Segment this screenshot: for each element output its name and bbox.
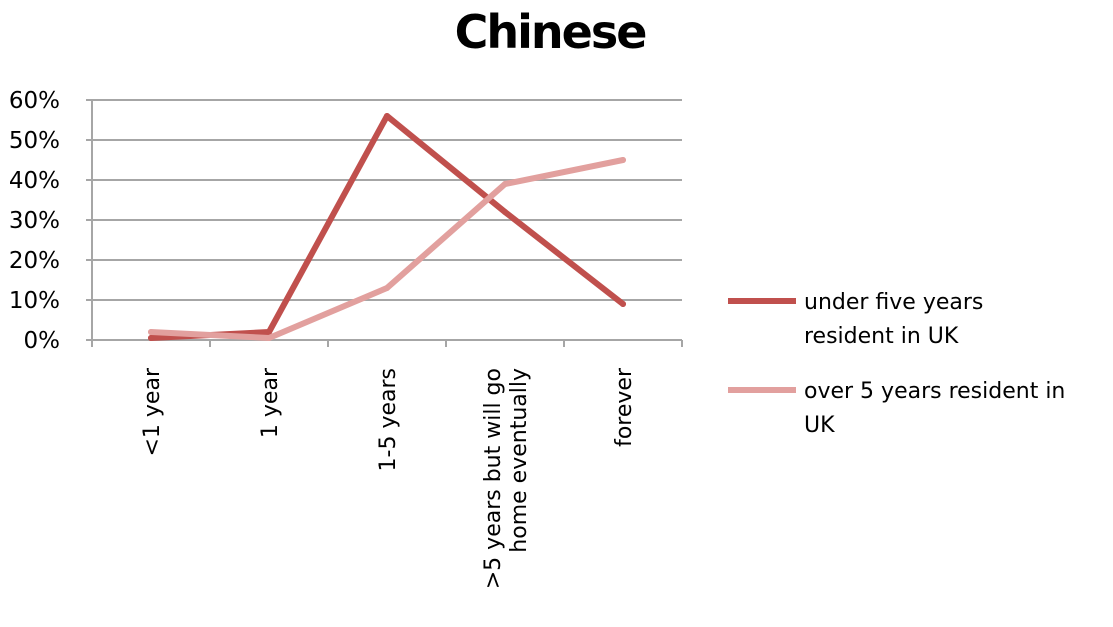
y-tick-label: 60% [9, 88, 60, 114]
series-1-point [266, 329, 272, 335]
series-lines [148, 113, 626, 341]
legend-label-2: over 5 years resident in [804, 379, 1065, 404]
legend-label-1: resident in UK [804, 324, 959, 349]
x-category-label: >5 years but will go [481, 368, 506, 589]
legend: under five years resident in UK over 5 yea… [728, 290, 1065, 438]
x-category-label: forever [612, 367, 637, 447]
series-line-1 [148, 113, 626, 341]
x-category-label: 1-5 years [376, 368, 401, 471]
legend-label-1: under five years [804, 290, 983, 315]
series-2-point [620, 157, 626, 163]
x-category-label: home eventually [507, 368, 532, 553]
gridlines [92, 99, 682, 301]
series-2-point [384, 285, 390, 291]
x-axis-category-labels: <1 year 1 year 1-5 years >5 years but will … [140, 367, 637, 589]
y-tick-label: 20% [9, 248, 60, 274]
x-category-label: <1 year [140, 367, 165, 456]
y-tick-label: 50% [9, 128, 60, 154]
series-1-point [148, 335, 154, 341]
series-2-point [502, 181, 508, 187]
y-tick-label: 10% [9, 288, 60, 314]
series-1-point [384, 113, 390, 119]
legend-label-2: UK [804, 413, 835, 438]
x-category-label: 1 year [258, 367, 283, 438]
y-axis-tick-labels: 0% 10% 20% 30% 40% 50% 60% [9, 88, 60, 354]
chart-title: Chinese [455, 5, 646, 59]
series-1-point [620, 301, 626, 307]
series-2-point [148, 329, 154, 335]
y-tick-label: 30% [9, 208, 60, 234]
y-tick-label: 0% [24, 328, 61, 354]
series-1-point [502, 209, 508, 215]
series-2-point [266, 335, 272, 341]
y-tick-label: 40% [9, 168, 60, 194]
axes [86, 99, 683, 347]
